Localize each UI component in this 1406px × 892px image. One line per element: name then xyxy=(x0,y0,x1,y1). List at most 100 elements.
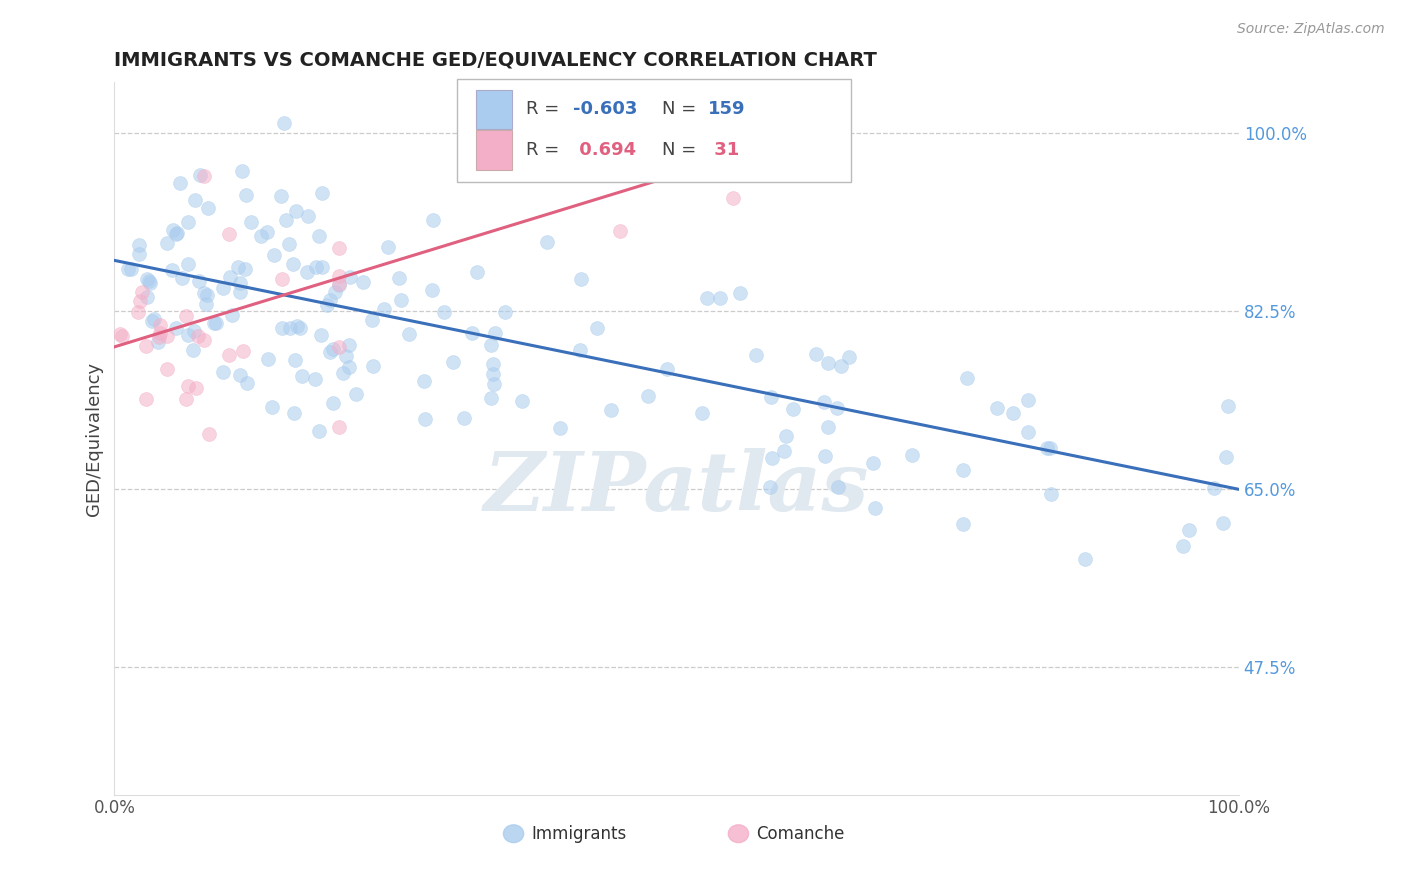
Point xyxy=(709,292,731,306)
Point xyxy=(273,116,295,130)
Point xyxy=(156,361,179,376)
Point xyxy=(745,348,768,362)
Point xyxy=(761,450,783,465)
Point xyxy=(283,406,305,420)
Point xyxy=(187,274,209,288)
Point xyxy=(986,401,1008,416)
Point xyxy=(311,186,333,200)
Point xyxy=(138,274,160,288)
Point xyxy=(315,298,337,312)
Text: 31: 31 xyxy=(709,141,740,159)
Point xyxy=(813,449,835,463)
Point xyxy=(218,227,240,241)
Point xyxy=(297,265,319,279)
Point xyxy=(169,176,191,190)
Point xyxy=(311,260,333,274)
Point xyxy=(761,390,783,404)
Point xyxy=(420,283,443,297)
Point xyxy=(813,395,835,409)
Point xyxy=(389,293,412,308)
Point xyxy=(609,224,631,238)
Text: ZIPatlas: ZIPatlas xyxy=(484,449,869,528)
Point xyxy=(229,285,252,300)
Point xyxy=(728,286,751,301)
Point xyxy=(328,340,350,354)
Point xyxy=(197,201,219,215)
Point xyxy=(328,242,350,256)
Point xyxy=(128,238,150,252)
Point xyxy=(413,412,436,426)
Point xyxy=(484,326,506,341)
Point xyxy=(479,338,502,352)
Point xyxy=(1039,442,1062,456)
Point xyxy=(817,356,839,370)
Point xyxy=(827,401,849,415)
Point xyxy=(271,272,294,286)
FancyBboxPatch shape xyxy=(477,90,512,129)
Point xyxy=(142,311,165,326)
Point xyxy=(193,285,215,300)
Point xyxy=(308,229,330,244)
Point xyxy=(183,324,205,338)
Point xyxy=(131,285,153,299)
Point xyxy=(373,301,395,316)
Point xyxy=(218,348,240,362)
Point xyxy=(339,269,361,284)
Point xyxy=(773,444,796,458)
Point xyxy=(322,342,344,356)
Point xyxy=(548,421,571,435)
Point xyxy=(146,335,169,350)
FancyBboxPatch shape xyxy=(477,130,512,169)
Point xyxy=(170,270,193,285)
Point xyxy=(285,203,308,218)
FancyBboxPatch shape xyxy=(457,78,851,182)
Point xyxy=(328,277,350,292)
Point xyxy=(388,271,411,285)
Point xyxy=(221,308,243,322)
Point xyxy=(135,392,157,406)
Point xyxy=(228,368,250,383)
Point xyxy=(1017,425,1039,439)
Point xyxy=(184,194,207,208)
Point xyxy=(441,354,464,368)
Point xyxy=(305,260,328,274)
Point xyxy=(759,480,782,494)
Point xyxy=(637,389,659,403)
Point xyxy=(1173,539,1195,553)
Point xyxy=(156,328,179,343)
Point xyxy=(111,329,134,343)
Ellipse shape xyxy=(503,825,523,843)
Point xyxy=(211,365,233,379)
Text: -0.603: -0.603 xyxy=(574,101,637,119)
Point xyxy=(176,379,198,393)
Point xyxy=(1215,450,1237,464)
Point xyxy=(139,276,162,290)
Point xyxy=(1202,481,1225,495)
Point xyxy=(174,309,197,323)
Point xyxy=(219,270,242,285)
Point xyxy=(108,326,131,341)
Point xyxy=(1177,523,1199,537)
Point xyxy=(236,376,259,391)
Text: N =: N = xyxy=(662,101,702,119)
Point xyxy=(1035,441,1057,455)
Text: 159: 159 xyxy=(709,101,745,119)
Point xyxy=(165,227,187,242)
Point xyxy=(318,293,340,307)
Point xyxy=(270,189,292,203)
Point xyxy=(482,357,505,371)
Point xyxy=(361,359,384,373)
Point xyxy=(271,321,294,335)
Point xyxy=(256,225,278,239)
Point xyxy=(838,350,860,364)
Point xyxy=(233,262,256,277)
Point xyxy=(149,326,172,340)
Text: Source: ZipAtlas.com: Source: ZipAtlas.com xyxy=(1237,22,1385,37)
Point xyxy=(232,344,254,359)
Point xyxy=(862,456,884,470)
Point xyxy=(211,281,233,295)
Point xyxy=(1074,552,1097,566)
Point xyxy=(569,272,592,286)
Point xyxy=(433,305,456,319)
Point xyxy=(281,257,304,271)
